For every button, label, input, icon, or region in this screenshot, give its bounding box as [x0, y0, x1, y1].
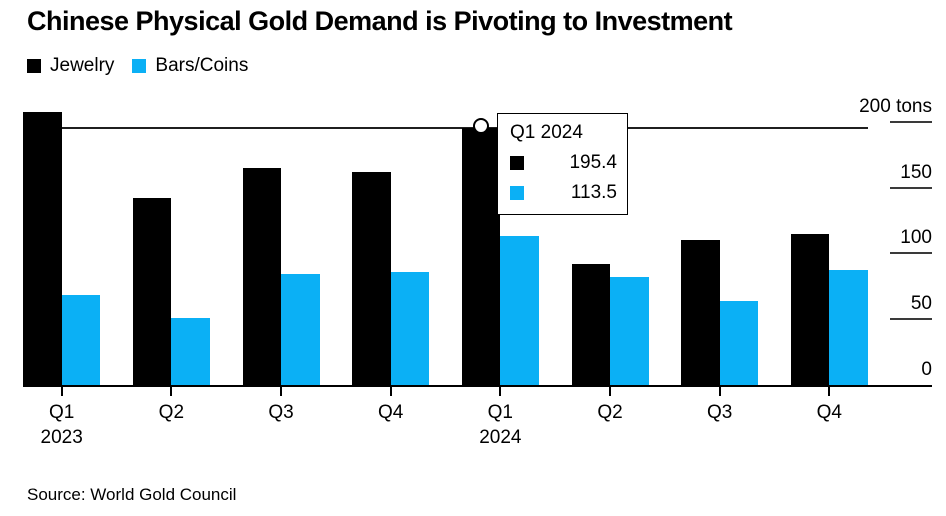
- tooltip-bars-coins-swatch-icon: [510, 186, 524, 200]
- legend: Jewelry Bars/Coins: [27, 56, 248, 76]
- bar-jewelry-q4-2023[interactable]: [352, 171, 391, 387]
- x-axis-label-q3-2024: Q3: [706, 402, 733, 423]
- bar-jewelry-q1-2023[interactable]: [23, 112, 62, 387]
- bar-bars-coins-q3-2023[interactable]: [281, 274, 320, 387]
- legend-item-jewelry[interactable]: Jewelry: [27, 56, 114, 76]
- bar-bars-coins-q4-2024[interactable]: [829, 270, 868, 387]
- tooltip-jewelry-swatch-icon: [510, 156, 524, 170]
- y-tick-200: [890, 120, 932, 123]
- x-axis-label-q3-2023: Q3: [268, 402, 294, 423]
- y-tick-100: [890, 252, 932, 255]
- y-axis-label-100: 100: [900, 227, 932, 249]
- legend-label-bars-coins: Bars/Coins: [155, 55, 249, 76]
- bar-bars-coins-q2-2023[interactable]: [171, 317, 210, 387]
- jewelry-swatch-icon: [27, 59, 41, 73]
- bar-bars-coins-q2-2024[interactable]: [610, 277, 649, 387]
- x-tick-q2-2023: [170, 387, 173, 396]
- x-axis-line: [23, 385, 932, 387]
- x-tick-q4-2024: [828, 387, 831, 396]
- tooltip-row-bars-coins: 113.5: [510, 182, 617, 204]
- bars-coins-swatch-icon: [132, 59, 147, 73]
- chart-title: Chinese Physical Gold Demand is Pivoting…: [27, 6, 733, 36]
- crosshair-line: [23, 126, 868, 129]
- x-axis-year-label-2023: 2023: [40, 427, 83, 448]
- legend-label-jewelry: Jewelry: [50, 55, 115, 76]
- tooltip: Q1 2024 195.4 113.5: [497, 113, 628, 215]
- y-tick-150: [890, 186, 932, 189]
- tooltip-title: Q1 2024: [510, 122, 583, 143]
- x-axis-label-q1-2023: Q1: [49, 402, 75, 423]
- bar-bars-coins-q1-2024[interactable]: [500, 235, 539, 387]
- x-tick-q2-2024: [609, 387, 611, 396]
- bar-jewelry-q4-2024[interactable]: [790, 233, 830, 387]
- bar-jewelry-q1-2024[interactable]: [461, 127, 501, 387]
- x-tick-q3-2024: [718, 387, 721, 396]
- bar-bars-coins-q1-2023[interactable]: [61, 295, 101, 387]
- x-axis-label-q1-2024: Q1: [487, 402, 513, 423]
- x-tick-q1-2024: [499, 387, 502, 396]
- x-tick-q1-2023: [60, 387, 63, 396]
- x-axis-label-q2-2024: Q2: [597, 402, 623, 423]
- x-axis-label-q4-2024: Q4: [816, 402, 842, 423]
- y-axis-label-200: 200 tons: [859, 95, 932, 117]
- x-axis-label-q4-2023: Q4: [377, 402, 404, 423]
- x-axis-label-q2-2023: Q2: [158, 402, 185, 423]
- bar-bars-coins-q4-2023[interactable]: [390, 271, 430, 387]
- bar-jewelry-q2-2023[interactable]: [132, 198, 172, 387]
- highlight-marker-circle-icon: [472, 117, 489, 134]
- x-tick-q4-2023: [389, 387, 392, 396]
- legend-item-bars-coins[interactable]: Bars/Coins: [132, 56, 248, 76]
- x-tick-q3-2023: [280, 387, 283, 396]
- bar-bars-coins-q3-2024[interactable]: [719, 300, 759, 387]
- bar-jewelry-q3-2024[interactable]: [681, 240, 720, 387]
- tooltip-row-jewelry: 195.4: [510, 152, 617, 174]
- tooltip-jewelry-value: 195.4: [569, 152, 617, 173]
- tooltip-bars-coins-value: 113.5: [570, 182, 617, 203]
- y-tick-50: [890, 318, 932, 321]
- y-axis-label-50: 50: [910, 293, 932, 315]
- x-axis-year-label-2024: 2024: [479, 427, 522, 448]
- y-axis-label-150: 150: [900, 161, 932, 183]
- y-axis-label-0: 0: [921, 359, 932, 380]
- source-note: Source: World Gold Council: [27, 485, 237, 504]
- bar-jewelry-q3-2023[interactable]: [242, 167, 282, 387]
- bar-jewelry-q2-2024[interactable]: [571, 263, 610, 387]
